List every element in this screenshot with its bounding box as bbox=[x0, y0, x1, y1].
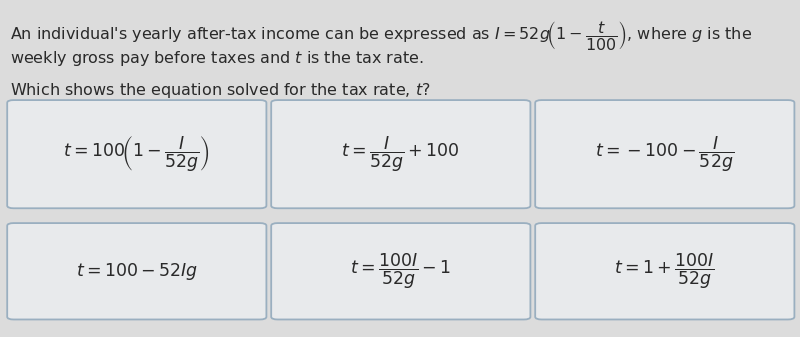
Text: $t = \dfrac{I}{52g} + 100$: $t = \dfrac{I}{52g} + 100$ bbox=[342, 134, 460, 174]
FancyBboxPatch shape bbox=[271, 100, 530, 208]
Text: $t = 100 - 52Ig$: $t = 100 - 52Ig$ bbox=[76, 261, 198, 282]
Text: An individual's yearly after-tax income can be expressed as $I = 52g\!\left(1 - : An individual's yearly after-tax income … bbox=[10, 19, 752, 52]
FancyBboxPatch shape bbox=[271, 223, 530, 319]
Text: $t = \dfrac{100I}{52g} - 1$: $t = \dfrac{100I}{52g} - 1$ bbox=[350, 252, 451, 291]
FancyBboxPatch shape bbox=[535, 223, 794, 319]
Text: $t = -100 - \dfrac{I}{52g}$: $t = -100 - \dfrac{I}{52g}$ bbox=[595, 134, 734, 174]
FancyBboxPatch shape bbox=[7, 100, 266, 208]
FancyBboxPatch shape bbox=[535, 100, 794, 208]
FancyBboxPatch shape bbox=[7, 223, 266, 319]
Text: $t = 1 + \dfrac{100I}{52g}$: $t = 1 + \dfrac{100I}{52g}$ bbox=[614, 252, 715, 291]
Text: Which shows the equation solved for the tax rate, $t$?: Which shows the equation solved for the … bbox=[10, 81, 430, 100]
Text: $t = 100\!\left(1 - \dfrac{I}{52g}\right)$: $t = 100\!\left(1 - \dfrac{I}{52g}\right… bbox=[63, 134, 210, 174]
Text: weekly gross pay before taxes and $t$ is the tax rate.: weekly gross pay before taxes and $t$ is… bbox=[10, 49, 423, 68]
